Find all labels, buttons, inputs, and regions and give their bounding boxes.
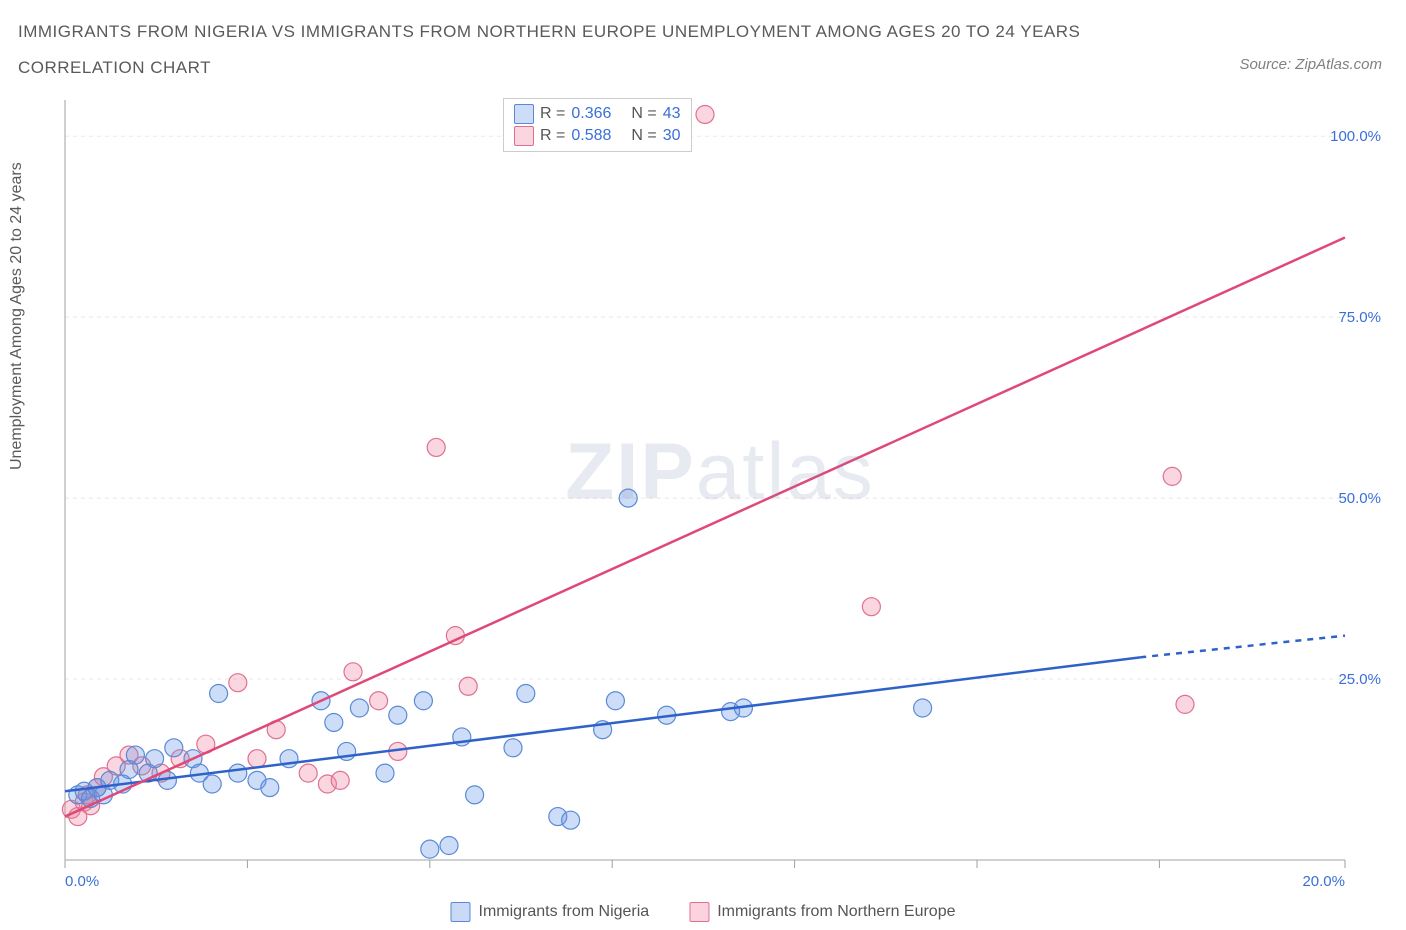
stats-legend: R = 0.366 N = 43 R = 0.588 N = 30 <box>503 98 692 152</box>
stats-legend-row-n_europe: R = 0.588 N = 30 <box>514 125 681 147</box>
source-attribution: Source: ZipAtlas.com <box>1239 56 1382 73</box>
r-prefix: R = <box>540 105 565 123</box>
svg-text:75.0%: 75.0% <box>1338 309 1381 326</box>
svg-text:50.0%: 50.0% <box>1338 490 1381 507</box>
r-value-n_europe: 0.588 <box>571 127 611 145</box>
legend-item-nigeria: Immigrants from Nigeria <box>450 902 649 922</box>
svg-text:20.0%: 20.0% <box>1302 873 1345 890</box>
chart-area: 25.0%50.0%75.0%100.0%0.0%20.0% ZIPatlas … <box>55 90 1385 890</box>
swatch-n_europe-icon <box>514 126 534 146</box>
swatch-nigeria-icon <box>514 104 534 124</box>
r-value-nigeria: 0.366 <box>571 105 611 123</box>
svg-text:0.0%: 0.0% <box>65 873 99 890</box>
svg-text:100.0%: 100.0% <box>1330 128 1381 145</box>
legend-label-neurope: Immigrants from Northern Europe <box>717 903 955 921</box>
bottom-legend: Immigrants from Nigeria Immigrants from … <box>450 902 955 922</box>
r-prefix: R = <box>540 127 565 145</box>
swatch-pink-icon <box>689 902 709 922</box>
chart-title-line1: IMMIGRANTS FROM NIGERIA VS IMMIGRANTS FR… <box>18 22 1080 42</box>
legend-item-neurope: Immigrants from Northern Europe <box>689 902 955 922</box>
scatter-chart-svg: 25.0% 50.0% 75.0% 100.0% 0.0% 20.0% <box>55 90 1385 890</box>
stats-legend-row-nigeria: R = 0.366 N = 43 <box>514 103 681 125</box>
legend-label-nigeria: Immigrants from Nigeria <box>478 903 649 921</box>
y-axis-label: Unemployment Among Ages 20 to 24 years <box>8 162 26 470</box>
n-prefix: N = <box>631 105 656 123</box>
n-value-n_europe: 30 <box>663 127 681 145</box>
chart-title-line2: CORRELATION CHART <box>18 58 211 78</box>
swatch-blue-icon <box>450 902 470 922</box>
n-value-nigeria: 43 <box>663 105 681 123</box>
svg-text:25.0%: 25.0% <box>1338 671 1381 688</box>
n-prefix: N = <box>631 127 656 145</box>
